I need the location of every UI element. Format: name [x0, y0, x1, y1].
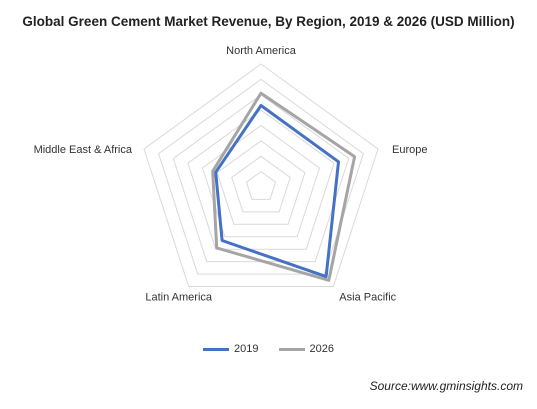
grid-ring — [245, 170, 277, 200]
grid-ring — [201, 124, 321, 238]
legend-swatch-2026 — [278, 347, 305, 351]
axis-label: Middle East & Africa — [34, 144, 133, 156]
grid-ring — [216, 140, 306, 225]
legend: 2019 2026 — [0, 343, 537, 355]
grid-ring — [231, 155, 291, 213]
legend-item-2026: 2026 — [278, 343, 334, 355]
legend-label-2026: 2026 — [309, 343, 334, 355]
axis-label: Asia Pacific — [339, 292, 396, 304]
axis-label: Latin America — [145, 292, 213, 304]
source-note: Source:www.gminsights.com — [369, 379, 523, 393]
series-2026 — [211, 91, 357, 282]
axis-label: Europe — [392, 144, 427, 156]
axis-labels: North America Europe Asia Pacific Latin Ame… — [34, 45, 428, 304]
radar-series — [211, 91, 357, 282]
axis-label: North America — [226, 45, 297, 57]
legend-label-2019: 2019 — [234, 343, 259, 355]
legend-item-2019: 2019 — [203, 343, 259, 355]
series-2019 — [214, 104, 340, 279]
radar-grid — [143, 63, 379, 287]
legend-swatch-2019 — [203, 347, 230, 351]
chart-title: Global Green Cement Market Revenue, By R… — [22, 14, 515, 29]
grid-ring — [158, 78, 364, 275]
grid-ring — [143, 63, 379, 287]
grid-ring — [187, 109, 335, 250]
